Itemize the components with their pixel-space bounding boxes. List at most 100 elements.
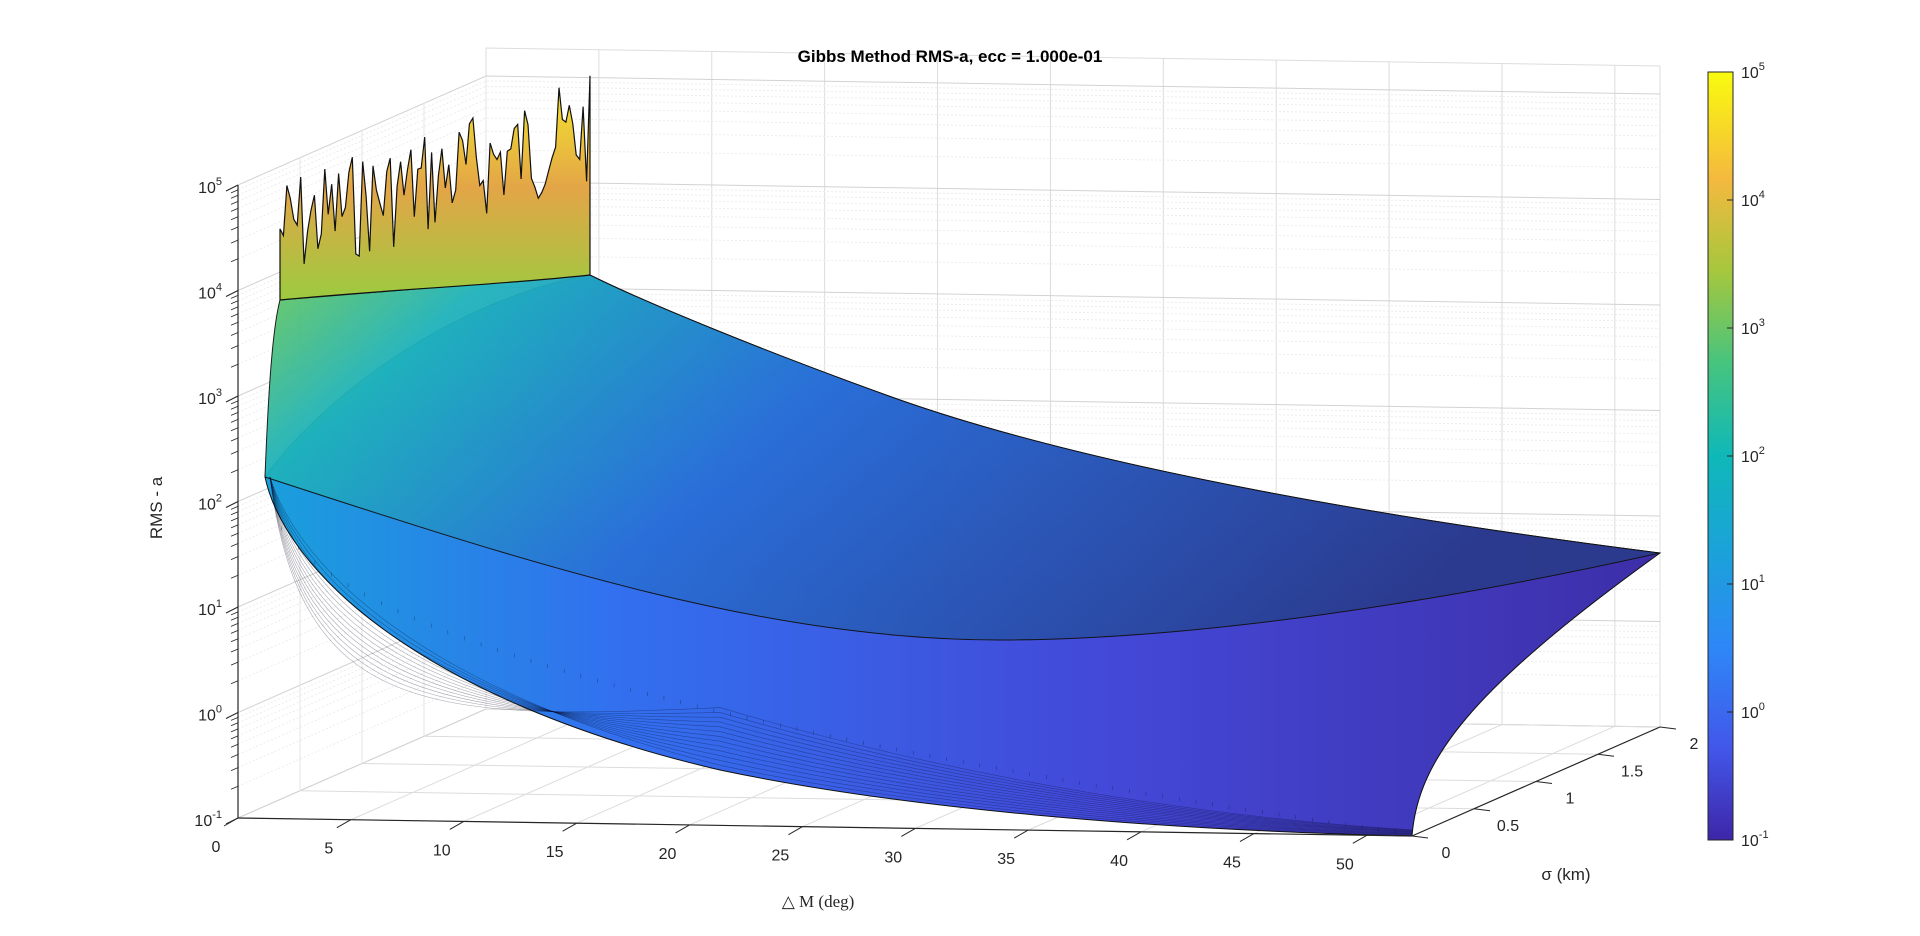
z-minor-tick xyxy=(230,716,239,721)
z-axis-label: RMS - a xyxy=(147,476,166,539)
x-axis-line xyxy=(237,817,1413,837)
y-tick-mark xyxy=(1659,726,1677,730)
y-tick-label: 1.5 xyxy=(1621,763,1643,780)
grid-line-z xyxy=(237,423,1661,534)
z-minor-tick xyxy=(230,622,239,627)
grid-line-z xyxy=(237,191,1661,302)
grid-line-z xyxy=(237,197,1661,308)
grid-line-z xyxy=(237,360,1661,471)
z-minor-tick xyxy=(230,427,239,432)
z-tick-label: 10-1 xyxy=(194,809,222,830)
z-minor-tick xyxy=(230,735,239,740)
z-minor-tick xyxy=(230,450,239,455)
colorbar-ticks: 10-1 100 101 102 103 104 105 xyxy=(1727,61,1769,850)
grid-line-z xyxy=(237,302,1661,413)
chart-title: Gibbs Method RMS-a, ecc = 1.000e-01 xyxy=(798,47,1103,66)
grid-line-z xyxy=(237,447,1661,558)
x-axis-label: △ M (deg) xyxy=(782,892,855,911)
z-tick-mark xyxy=(225,501,239,508)
colorbar: 10-1 100 101 102 103 104 105 xyxy=(1707,61,1769,850)
z-minor-tick xyxy=(230,313,239,318)
grid-line-z xyxy=(237,415,1661,526)
z-minor-tick xyxy=(230,505,239,510)
grid-line-z xyxy=(237,236,1661,347)
mesh-curve xyxy=(269,476,1413,832)
grid-line-z xyxy=(237,80,1661,191)
z-minor-tick xyxy=(230,306,239,311)
grid-line-z xyxy=(237,185,1661,296)
z-minor-tick xyxy=(230,400,239,405)
z-minor-tick xyxy=(230,363,239,368)
colorbar-tick-label: 105 xyxy=(1741,61,1765,82)
z-minor-tick xyxy=(230,294,239,299)
z-tick-mark xyxy=(225,606,239,614)
z-minor-tick xyxy=(230,345,239,350)
z-minor-tick xyxy=(230,208,239,212)
grid-line-z xyxy=(237,291,1661,402)
mesh-curve xyxy=(269,476,1413,831)
x-tick-mark xyxy=(1126,831,1142,841)
z-minor-tick xyxy=(230,437,239,442)
z-minor-tick xyxy=(230,321,239,326)
y-tick-mark xyxy=(1411,835,1429,839)
z-minor-tick xyxy=(230,517,239,522)
y-tick-mark xyxy=(1535,781,1553,784)
x-tick-mark xyxy=(1013,829,1029,839)
y-tick-label: 2 xyxy=(1690,736,1699,753)
z-minor-tick xyxy=(230,226,239,231)
z-tick-label: 105 xyxy=(198,176,222,197)
grid-line-z xyxy=(237,341,1661,452)
z-minor-tick xyxy=(230,194,239,199)
grid-line-z xyxy=(237,117,1661,228)
mesh-curve xyxy=(269,476,1413,831)
z-minor-tick xyxy=(230,543,239,547)
z-minor-tick xyxy=(230,411,239,416)
z-minor-tick xyxy=(230,661,239,666)
z-minor-tick xyxy=(230,574,239,579)
z-tick-label: 100 xyxy=(198,704,222,725)
z-tick-label: 101 xyxy=(198,598,222,619)
z-minor-tick xyxy=(230,648,239,653)
z-minor-tick xyxy=(230,616,239,621)
grid-line-z xyxy=(237,204,1661,315)
z-minor-tick xyxy=(230,189,239,194)
colorbar-tick-label: 104 xyxy=(1741,189,1765,210)
x-tick-label: 10 xyxy=(433,842,451,859)
x-tick-mark xyxy=(788,826,803,836)
grid-line-z xyxy=(237,130,1661,241)
x-tick-label: 45 xyxy=(1223,855,1241,872)
x-tick-label: 50 xyxy=(1336,856,1354,873)
z-minor-tick xyxy=(230,722,239,727)
grid-line-z xyxy=(237,318,1661,429)
grid-line-z xyxy=(237,396,1661,507)
x-tick-label: 0 xyxy=(212,839,221,856)
colorbar-tick-label: 103 xyxy=(1741,317,1765,338)
colorbar-tick-label: 10-1 xyxy=(1741,829,1769,850)
z-minor-tick xyxy=(230,405,239,410)
z-minor-tick xyxy=(230,332,239,336)
mesh-curve xyxy=(269,476,1413,835)
x-tick-label: 30 xyxy=(884,849,902,866)
grid-line-z xyxy=(237,296,1661,407)
z-minor-tick xyxy=(230,216,239,221)
x-tick-mark xyxy=(1352,834,1368,844)
surface-noisy-spike-region xyxy=(279,75,591,301)
grid-line-z xyxy=(237,408,1661,519)
mesh-curve xyxy=(269,476,1413,836)
x-tick-label: 20 xyxy=(659,846,677,863)
z-minor-tick xyxy=(230,532,239,537)
x-ticks: 0 5 10 15 20 25 30 35 40 45 50 xyxy=(212,817,1368,873)
z-tick-mark xyxy=(225,712,239,719)
y-axis-label: σ (km) xyxy=(1541,865,1590,884)
colorbar-tick-label: 100 xyxy=(1741,701,1765,722)
x-tick-mark xyxy=(449,821,465,830)
grid-line-z xyxy=(237,98,1661,209)
grid-line-z xyxy=(237,328,1661,439)
y-tick-mark xyxy=(1473,808,1491,812)
grid-line-z xyxy=(237,254,1661,365)
z-minor-tick xyxy=(230,300,239,305)
z-minor-tick xyxy=(230,680,239,685)
y-tick-label: 0 xyxy=(1442,845,1451,862)
grid-line-z xyxy=(237,212,1661,323)
mesh-curve xyxy=(269,476,1413,834)
